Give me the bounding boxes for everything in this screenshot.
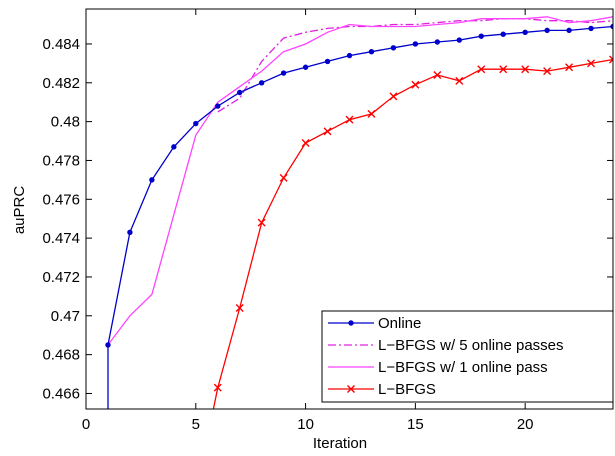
data-point [477,65,486,74]
data-point [280,70,287,76]
x-tick-label: 5 [192,416,200,433]
data-point [279,173,288,182]
data-point [302,64,309,70]
y-tick-label: 0.466 [42,385,80,402]
data-point [215,103,221,109]
data-point [390,45,397,51]
data-point [456,37,462,43]
x-axis-label: Iteration [313,435,367,452]
x-tick-label: 15 [407,416,424,433]
legend: Online L−BFGS w/ 5 online passes L−BFGS w/… [321,310,614,403]
data-point [345,115,354,124]
data-point [588,25,594,32]
data-point [521,65,530,74]
data-point [500,31,506,37]
data-point [235,304,244,313]
data-point [522,29,528,36]
series-layer [105,16,613,409]
plot-frame [85,8,614,410]
y-tick-label: 0.474 [42,230,80,247]
x-tick-label: 10 [297,416,314,433]
data-point [412,41,419,47]
data-point [105,342,111,348]
data-point [257,218,266,227]
y-tick-label: 0.472 [42,269,80,286]
legend-entry: L−BFGS [378,381,436,398]
series-3 [212,55,613,409]
data-point [434,39,441,45]
data-point [499,65,508,74]
series-0 [105,23,613,409]
data-point [433,71,442,80]
y-axis-label: auPRC [11,186,28,235]
data-point [544,27,550,34]
data-point [455,76,464,85]
data-point [609,55,613,64]
series-2 [107,16,613,346]
series-line [212,58,613,409]
data-point [368,49,375,55]
data-point [389,92,398,101]
data-point [213,383,222,392]
data-point [324,58,331,65]
legend-box [321,310,614,403]
data-point [149,177,155,183]
legend-entry: L−BFGS w/ 5 online passes [378,337,564,354]
data-point [127,229,133,236]
data-point [587,59,596,68]
data-point [346,52,353,59]
y-tick-label: 0.484 [42,36,80,53]
data-point [323,127,332,136]
series-line [217,18,613,113]
data-point [237,89,243,96]
y-tick-label: 0.478 [42,152,80,169]
data-point [543,67,552,76]
data-point [171,144,177,150]
data-point [347,385,355,393]
y-tick-label: 0.48 [51,114,80,131]
y-tick-label: 0.482 [42,75,80,92]
y-tick-label: 0.468 [42,347,80,364]
data-point [411,80,420,89]
x-tick-label: 0 [82,416,90,433]
data-point [565,63,574,72]
data-point [348,320,354,326]
data-point [367,109,376,118]
series-1 [217,18,613,113]
data-point [258,80,265,86]
data-point [193,120,199,127]
axis-layer: 0 5 10 15 20 0.466 0.468 0.47 0.472 0.474 0.476 0.4… [42,9,613,433]
data-point [478,33,484,39]
series-line [107,16,613,346]
data-point [301,138,310,147]
y-tick-label: 0.476 [42,191,80,208]
data-point [566,27,572,34]
y-tick-label: 0.47 [51,308,80,325]
x-tick-label: 20 [517,416,534,433]
legend-entry: L−BFGS w/ 1 online pass [378,359,548,376]
legend-entry: Online [378,315,421,332]
